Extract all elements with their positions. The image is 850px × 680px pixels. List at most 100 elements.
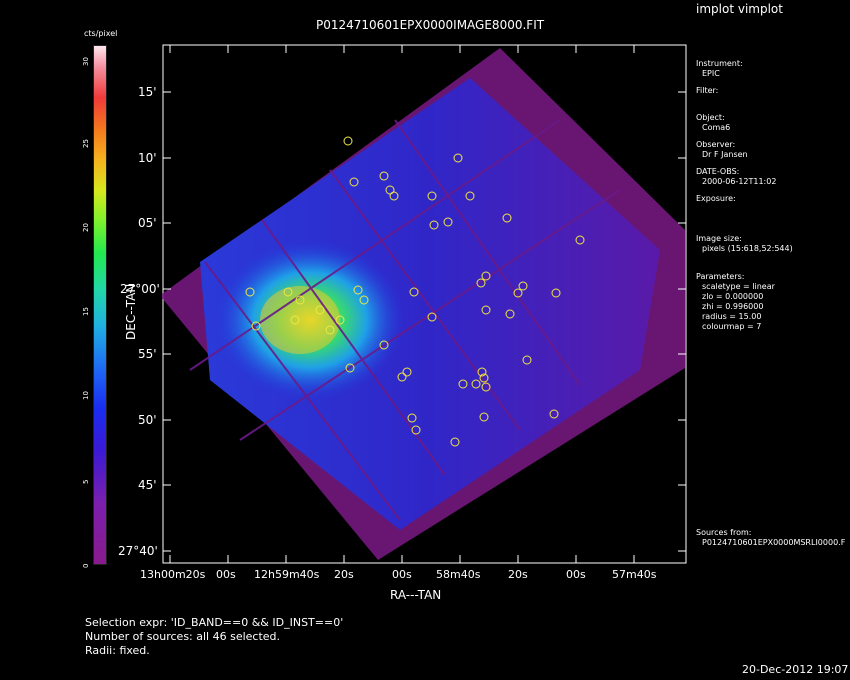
sources-file: P0124710601EPX0000MSRLI0000.F [702, 538, 846, 547]
image-size-info: Image size: pixels (15:618,52:544) [696, 234, 793, 254]
source-circle [359, 295, 369, 305]
datestamp: 20-Dec-2012 19:07 [742, 663, 849, 676]
image-size-value: pixels (15:618,52:544) [702, 244, 793, 253]
x-tick-label: 57m40s [612, 568, 657, 581]
source-circle [549, 409, 559, 419]
colorbar [93, 45, 107, 565]
x-tick-label: 12h59m40s [254, 568, 320, 581]
source-circle [575, 235, 585, 245]
y-tick-label: 55' [138, 347, 157, 361]
source-circle [502, 213, 512, 223]
source-circle [481, 382, 491, 392]
source-circle [481, 271, 491, 281]
date-label: DATE-OBS: [696, 167, 740, 176]
selection-expr: Selection expr: 'ID_BAND==0 && ID_INST==… [85, 616, 344, 629]
y-tick-marks [163, 91, 686, 552]
source-circle [251, 321, 261, 331]
param-line: radius = 15.00 [702, 312, 762, 321]
y-tick-label: 45' [138, 478, 157, 492]
source-circle [345, 363, 355, 373]
observer-info: Observer: Dr F Jansen [696, 140, 748, 160]
source-circle [427, 191, 437, 201]
sources-info: Sources from: P0124710601EPX0000MSRLI000… [696, 528, 845, 548]
x-tick-label: 13h00m20s [140, 568, 206, 581]
filter-label: Filter: [696, 86, 719, 95]
x-tick-label: 58m40s [436, 568, 481, 581]
x-axis-label: RA---TAN [390, 588, 442, 602]
parameters-info: Parameters: scaletype = linear zlo = 0.0… [696, 272, 775, 332]
x-tick-label: 20s [508, 568, 528, 581]
source-circle [471, 379, 481, 389]
radii-info: Radii: fixed. [85, 644, 150, 657]
field-main [200, 78, 660, 530]
param-line: zhi = 0.996000 [702, 302, 764, 311]
y-tick-label: 05' [138, 216, 157, 230]
source-circle [513, 288, 523, 298]
y-tick-label: 15' [138, 85, 157, 99]
x-tick-label: 00s [392, 568, 412, 581]
object-label: Object: [696, 113, 725, 122]
object-value: Coma6 [702, 123, 731, 132]
source-circle [476, 278, 486, 288]
source-circle [290, 315, 300, 325]
colorbar-unit-label: cts/pixel [84, 29, 118, 38]
source-markers [245, 136, 585, 447]
y-tick-label: 27°00' [120, 282, 160, 296]
source-circle [353, 285, 363, 295]
source-circle [315, 305, 325, 315]
plot-frame [162, 44, 687, 564]
instrument-label: Instrument: [696, 59, 743, 68]
ccd-gaps [189, 119, 621, 521]
source-circle [458, 379, 468, 389]
source-circle [518, 281, 528, 291]
source-circle [295, 295, 305, 305]
source-circle [479, 373, 489, 383]
source-circle [465, 191, 475, 201]
instrument-value: EPIC [702, 69, 720, 78]
object-info: Object: Coma6 [696, 113, 730, 133]
image-size-label: Image size: [696, 234, 742, 243]
param-line: scaletype = linear [702, 282, 775, 291]
source-circle [349, 177, 359, 187]
source-circle [407, 413, 417, 423]
observer-label: Observer: [696, 140, 736, 149]
app-title: implot vimplot [696, 2, 783, 16]
source-circle [551, 288, 561, 298]
source-circle [379, 171, 389, 181]
source-circle [343, 136, 353, 146]
source-circle [283, 287, 293, 297]
source-circle [481, 305, 491, 315]
x-tick-label: 20s [334, 568, 354, 581]
source-circle [409, 287, 419, 297]
cluster-core [260, 286, 340, 354]
source-circle [477, 367, 487, 377]
image-title: P0124710601EPX0000IMAGE8000.FIT [316, 18, 545, 32]
date-value: 2000-06-12T11:02 [702, 177, 777, 186]
y-axis-label: DEC--TAN [124, 283, 138, 340]
observer-value: Dr F Jansen [702, 150, 748, 159]
source-circle [427, 312, 437, 322]
y-tick-label: 10' [138, 151, 157, 165]
x-tick-label: 00s [566, 568, 586, 581]
source-circle [389, 191, 399, 201]
source-circle [402, 367, 412, 377]
source-circle [429, 220, 439, 230]
date-info: DATE-OBS: 2000-06-12T11:02 [696, 167, 776, 187]
x-tick-marks [169, 45, 635, 563]
param-line: colourmap = 7 [702, 322, 762, 331]
num-sources: Number of sources: all 46 selected. [85, 630, 281, 643]
source-circle [505, 309, 515, 319]
source-circle [335, 315, 345, 325]
x-tick-label: 00s [216, 568, 236, 581]
y-tick-label: 50' [138, 413, 157, 427]
y-tick-label: 27°40' [118, 544, 158, 558]
param-line: zlo = 0.000000 [702, 292, 764, 301]
source-circle [522, 355, 532, 365]
source-circle [450, 437, 460, 447]
source-circle [411, 425, 421, 435]
sources-label: Sources from: [696, 528, 752, 537]
source-circle [379, 340, 389, 350]
instrument-info: Instrument: EPIC [696, 59, 743, 79]
source-circle [397, 372, 407, 382]
